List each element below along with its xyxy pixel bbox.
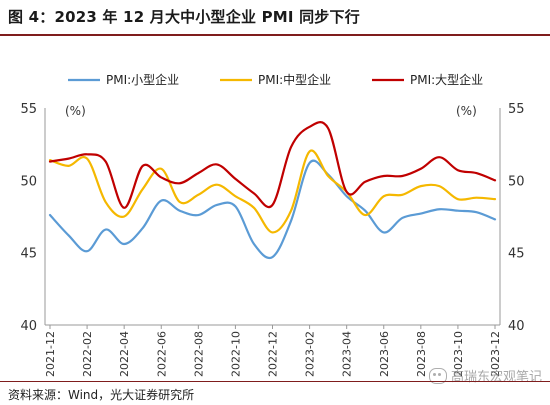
legend-label-1: PMI:中型企业	[258, 72, 331, 87]
series-line-2	[48, 121, 497, 209]
y-tick-label-left: 40	[20, 319, 37, 334]
x-tick-label: 2022-04	[118, 331, 131, 377]
x-tick-label: 2023-04	[341, 331, 354, 377]
legend-label-2: PMI:大型企业	[410, 72, 483, 87]
source-divider	[0, 381, 550, 382]
source-note: 资料来源：Wind，光大证券研究所	[8, 388, 195, 402]
watermark: 高瑞东宏观笔记	[428, 366, 542, 385]
x-tick-label: 2022-12	[267, 331, 280, 377]
wechat-icon	[428, 367, 447, 384]
y-tick-label-left: 50	[20, 174, 37, 189]
x-tick-label: 2021-12	[44, 331, 57, 377]
y-tick-label-right: 40	[508, 319, 525, 334]
x-tick-label: 2023-10	[452, 331, 465, 377]
series-line-1	[48, 149, 497, 234]
series-line-0	[48, 159, 497, 259]
watermark-text: 高瑞东宏观笔记	[450, 370, 542, 385]
figure-title: 图 4：2023 年 12 月大中小型企业 PMI 同步下行	[8, 8, 360, 26]
chart-legend: PMI:小型企业 PMI:中型企业 PMI:大型企业	[68, 72, 483, 87]
y-tick-label-left: 45	[20, 247, 37, 262]
y-tick-label-right: 45	[508, 247, 525, 262]
x-tick-label: 2023-12	[489, 331, 502, 377]
x-tick-label: 2023-08	[415, 331, 428, 377]
y-tick-label-right: 50	[508, 174, 525, 189]
x-tick-label: 2023-06	[378, 331, 391, 377]
title-divider	[0, 34, 550, 36]
chart-axes: 40 40 45 45 50 50 55 55 (%) (%) 2021-12 2022-02 2022…	[20, 102, 524, 377]
y-unit-right: (%)	[456, 104, 477, 118]
x-tick-label: 2022-02	[81, 331, 94, 377]
line-chart: PMI:小型企业 PMI:中型企业 PMI:大型企业 40 40 45 45 50 50 55 5…	[20, 72, 524, 377]
x-tick-label: 2022-08	[192, 331, 205, 377]
y-tick-label-left: 55	[20, 102, 37, 117]
x-tick-label: 2023-02	[304, 331, 317, 377]
x-tick-label: 2022-06	[155, 331, 168, 377]
y-unit-left: (%)	[65, 104, 86, 118]
y-tick-label-right: 55	[508, 102, 525, 117]
legend-label-0: PMI:小型企业	[106, 72, 179, 87]
chart-series	[48, 121, 497, 259]
x-tick-label: 2022-10	[229, 331, 242, 377]
